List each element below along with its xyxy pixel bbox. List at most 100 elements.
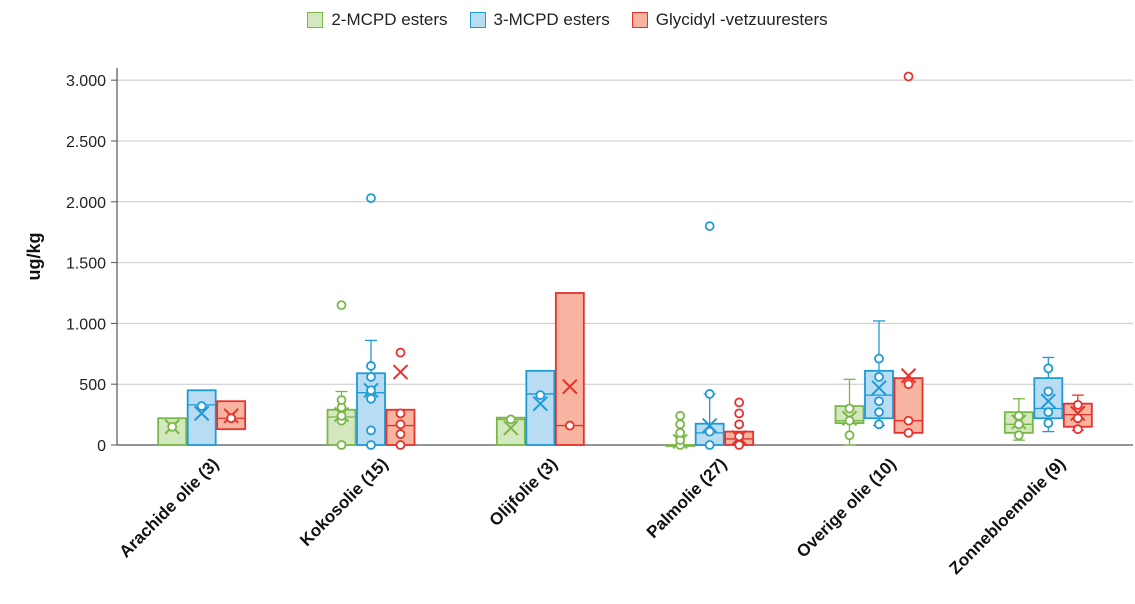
box-1-3[interactable] [694,221,725,450]
box-1-2[interactable] [525,369,556,446]
data-point [704,426,715,437]
data-point [903,71,914,82]
gridlines [117,79,1133,385]
box-rect [554,292,585,446]
legend-label-glycidyl: Glycidyl -vetzuuresters [655,10,828,29]
data-point [336,440,347,450]
data-point [336,300,347,311]
y-tick-label: 1.500 [66,256,106,273]
data-point [505,414,516,425]
data-point [1043,386,1054,397]
data-point [844,430,855,441]
data-point [1043,418,1054,429]
mean-marker [562,378,578,395]
data-point [903,379,914,390]
data-point [1013,410,1024,421]
data-point [1013,419,1024,430]
data-point [903,415,914,426]
mean-marker [532,395,549,412]
data-point [336,395,347,405]
data-point [1072,424,1083,435]
data-point [395,440,406,450]
box-1-5[interactable] [1033,356,1064,433]
legend-label-3mcpd: 3-MCPD esters [493,10,610,29]
data-point [874,396,884,407]
data-point [675,419,686,430]
legend-swatch-glycidyl [631,12,648,28]
category-label: Arachide olie (3) [116,454,223,561]
data-point [675,410,686,421]
box-2-3[interactable] [724,397,755,450]
y-tick-label: 0 [97,438,106,455]
data-point [366,385,376,396]
box-1-4[interactable] [864,320,894,430]
category-label: Kokosolie (15) [296,454,392,550]
boxes [157,71,1093,450]
box-2-1[interactable] [385,347,416,450]
data-point [844,415,855,426]
data-point [1072,413,1083,424]
data-point [704,440,715,450]
data-point [167,421,178,432]
data-point [336,410,347,421]
data-point [734,440,745,450]
box-rect [525,369,556,446]
data-point [844,403,855,414]
box-0-5[interactable] [1003,398,1034,441]
mean-marker [193,405,210,422]
data-point [366,393,376,404]
box-2-0[interactable] [216,400,247,431]
box-0-4[interactable] [834,378,865,446]
data-point [874,419,884,430]
y-axis-ticks: 0 500 1.000 1.500 2.000 2.500 3.000 [66,73,117,455]
legend: 2-MCPD esters 3-MCPD esters Glycidyl -ve… [0,10,1135,30]
box-2-4[interactable] [893,71,924,438]
box-0-0[interactable] [157,417,188,446]
data-point [704,389,715,399]
box-2-2[interactable] [554,292,585,446]
y-tick-label: 2.000 [66,195,106,212]
data-point [1013,430,1024,441]
y-axis-title: ug/kg [24,233,44,281]
data-point [395,347,406,358]
category-label: Palmolie (27) [643,454,731,542]
data-point [734,397,745,408]
data-point [226,413,237,424]
mean-marker [900,367,917,384]
y-tick-label: 2.500 [66,134,106,151]
box-2-5[interactable] [1062,394,1093,435]
legend-swatch-2mcpd [307,12,324,28]
category-label: Overige olie (10) [793,454,900,561]
data-point [874,407,884,418]
mean-marker [503,420,519,436]
box-0-1[interactable] [326,300,357,450]
data-point [903,427,914,438]
box-0-2[interactable] [495,414,526,446]
data-point [675,427,686,438]
box-1-0[interactable] [186,389,217,446]
box-1-1[interactable] [356,193,386,450]
legend-item-3mcpd[interactable]: 3-MCPD esters [469,10,610,30]
data-point [196,401,207,411]
legend-item-glycidyl[interactable]: Glycidyl -vetzuuresters [631,10,828,30]
data-point [395,408,406,419]
x-axis-categories: Arachide olie (3) Kokosolie (15) Olijfolie… [116,454,1070,578]
data-point [1043,407,1054,418]
data-point [1043,363,1054,374]
data-point [874,371,884,382]
data-point [1072,399,1083,410]
data-point [734,431,745,442]
data-point [395,429,406,439]
mean-marker [392,364,409,380]
category-label: Olijfolie (3) [486,454,562,530]
mean-marker [871,380,887,396]
data-point [734,419,745,430]
data-point [366,193,376,204]
data-point [395,419,406,430]
data-point [366,361,376,371]
data-point [704,221,715,231]
box-0-3[interactable] [665,410,696,450]
mean-marker [1040,393,1057,409]
legend-item-2mcpd[interactable]: 2-MCPD esters [307,10,448,30]
